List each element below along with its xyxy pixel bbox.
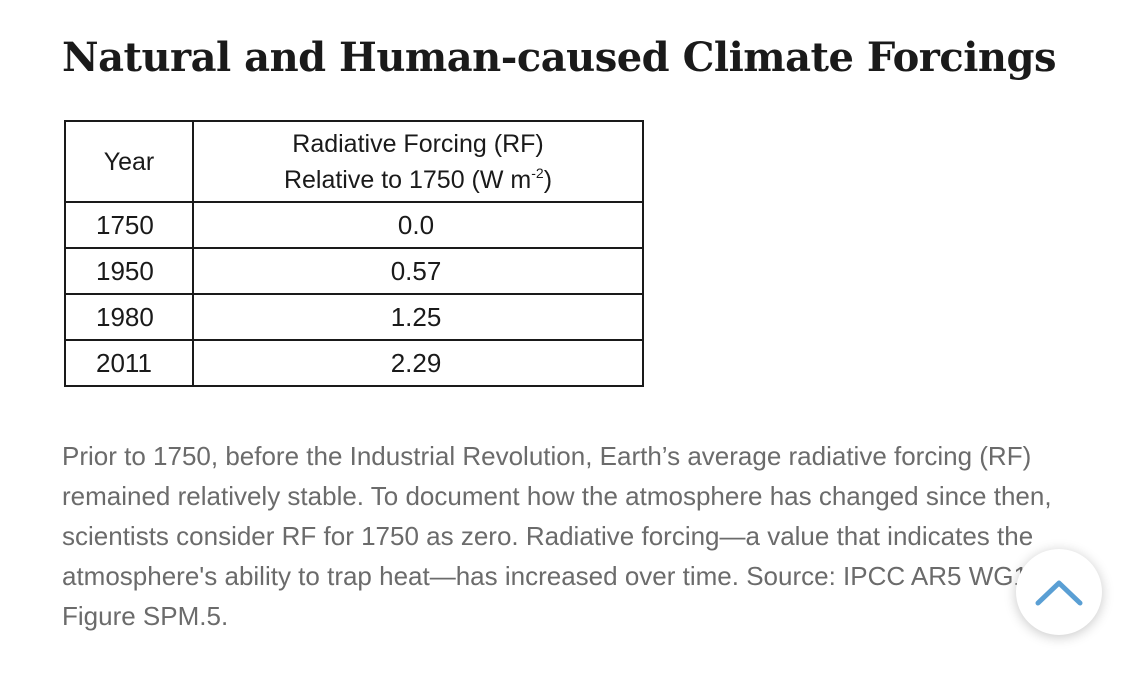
table-row: 1980 1.25 — [64, 293, 644, 341]
chevron-up-icon — [1035, 580, 1083, 606]
table-body: 1750 0.0 1950 0.57 1980 1.25 2011 2.29 — [64, 201, 644, 387]
header-rf-unit-text: Relative to 1750 (W m — [283, 165, 532, 194]
table-row: 1950 0.57 — [64, 247, 644, 295]
cell-year: 2011 — [64, 339, 194, 387]
header-year: Year — [64, 120, 194, 203]
cell-rf: 2.29 — [192, 339, 644, 387]
header-rf-unit-exponent: -2 — [531, 164, 544, 181]
table-row: 2011 2.29 — [64, 339, 644, 387]
page-title: Natural and Human-caused Climate Forcing… — [62, 34, 1056, 81]
header-rf-line1: Radiative Forcing (RF) — [292, 129, 544, 158]
scroll-to-top-button[interactable] — [1016, 549, 1102, 635]
cell-year: 1750 — [64, 201, 194, 249]
header-rf-line2: Relative to 1750 (W m-2) — [194, 162, 642, 198]
cell-year: 1950 — [64, 247, 194, 295]
table-row: 1750 0.0 — [64, 201, 644, 249]
header-radiative-forcing: Radiative Forcing (RF) Relative to 1750 … — [192, 120, 644, 203]
cell-rf: 0.0 — [192, 201, 644, 249]
cell-year: 1980 — [64, 293, 194, 341]
header-rf-unit-close: ) — [543, 165, 553, 194]
table-header-row: Year Radiative Forcing (RF) Relative to … — [64, 120, 644, 203]
table-header: Year Radiative Forcing (RF) Relative to … — [64, 120, 644, 203]
table-caption: Prior to 1750, before the Industrial Rev… — [62, 441, 1052, 631]
cell-rf: 1.25 — [192, 293, 644, 341]
cell-rf: 0.57 — [192, 247, 644, 295]
radiative-forcing-table: Year Radiative Forcing (RF) Relative to … — [64, 120, 644, 387]
